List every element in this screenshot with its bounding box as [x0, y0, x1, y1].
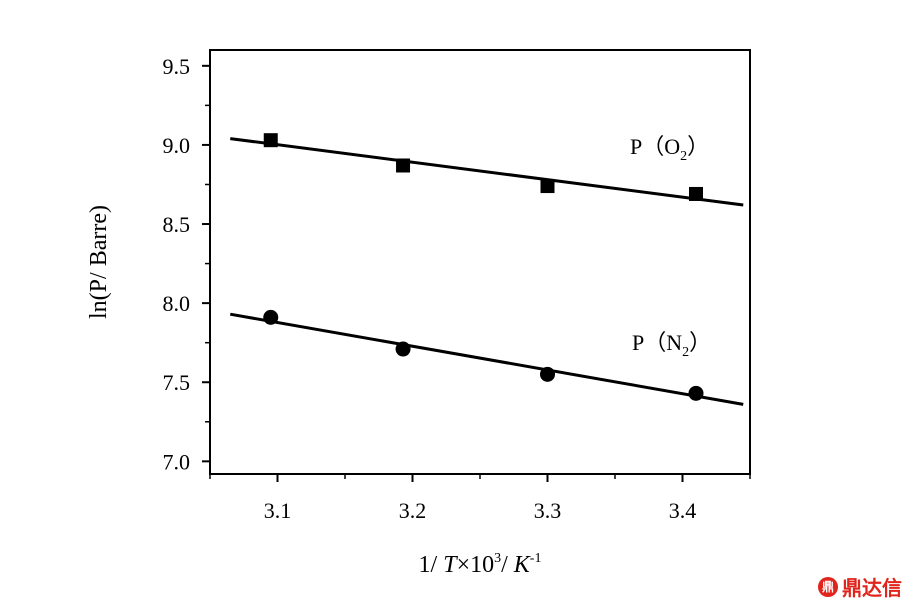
x-tick-label: 3.2: [399, 498, 427, 523]
watermark-text: 鼎达信: [842, 576, 902, 600]
watermark-logo-icon: 鼎: [818, 576, 838, 597]
x-tick-label: 3.1: [264, 498, 292, 523]
circle-marker: [263, 309, 279, 325]
y-axis: 7.0 7.5 8.0 8.5 9.0 9.5: [163, 54, 210, 474]
circle-marker: [688, 385, 704, 401]
fit-lines: [229, 137, 744, 406]
fit-line-1: [229, 312, 744, 406]
y-tick-label: 8.5: [163, 212, 191, 237]
y-tick-label: 9.5: [163, 54, 191, 79]
watermark: 鼎 鼎达信: [818, 572, 902, 601]
series-labels: P（O2） P（N2）: [630, 134, 711, 360]
square-marker: [263, 133, 278, 148]
y-tick-label: 8.0: [163, 291, 191, 316]
x-axis: 3.1 3.2 3.3 3.4: [209, 474, 751, 523]
series-label: P（O2）: [630, 134, 709, 164]
circle-marker: [540, 366, 555, 382]
y-tick-label: 9.0: [163, 133, 191, 158]
y-tick-label: 7.5: [163, 370, 191, 395]
circle-marker: [395, 341, 411, 357]
x-axis-title: 1/ T×103/ K-1: [419, 551, 542, 578]
series-label: P（N2）: [632, 330, 711, 360]
x-tick-label: 3.4: [669, 498, 697, 523]
data-markers: [263, 133, 704, 401]
square-marker: [540, 179, 555, 194]
y-axis-title: ln(P/ Barre): [86, 205, 112, 319]
square-marker: [396, 158, 411, 173]
square-marker: [689, 186, 703, 201]
plot-frame: [209, 49, 751, 475]
y-tick-label: 7.0: [163, 449, 191, 474]
x-tick-label: 3.3: [534, 498, 562, 523]
fit-line-0: [230, 137, 744, 207]
